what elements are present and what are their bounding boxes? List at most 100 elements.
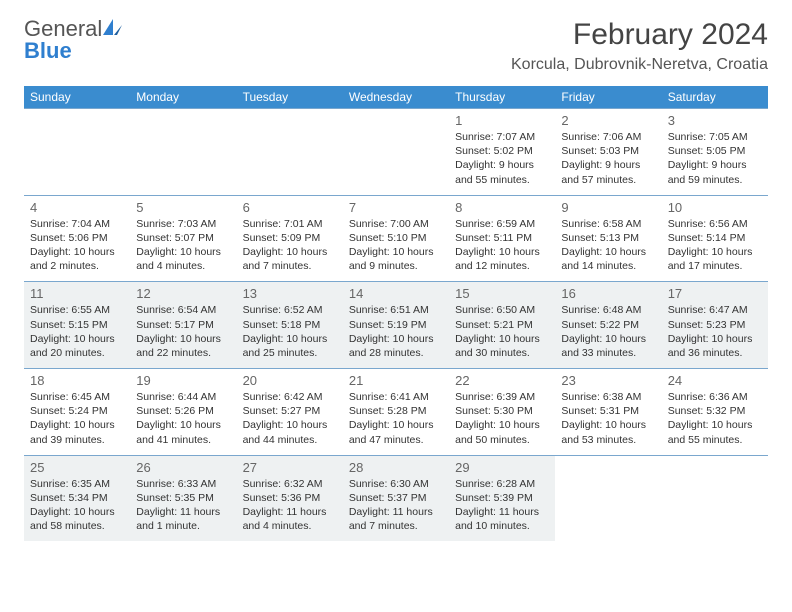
daylight-line: Daylight: 10 hours and 14 minutes. — [561, 245, 655, 273]
day-info: Sunrise: 6:45 AMSunset: 5:24 PMDaylight:… — [30, 390, 124, 447]
calendar-header: SundayMondayTuesdayWednesdayThursdayFrid… — [24, 86, 768, 109]
day-info: Sunrise: 6:56 AMSunset: 5:14 PMDaylight:… — [668, 217, 762, 274]
sunrise-line: Sunrise: 7:06 AM — [561, 130, 655, 144]
weekday-header: Friday — [555, 86, 661, 109]
daylight-line: Daylight: 10 hours and 20 minutes. — [30, 332, 124, 360]
sunset-line: Sunset: 5:21 PM — [455, 318, 549, 332]
calendar-day: 20Sunrise: 6:42 AMSunset: 5:27 PMDayligh… — [237, 369, 343, 456]
sunrise-line: Sunrise: 6:59 AM — [455, 217, 549, 231]
daylight-line: Daylight: 10 hours and 47 minutes. — [349, 418, 443, 446]
sail-icon — [102, 18, 124, 40]
calendar-day-empty — [24, 109, 130, 196]
sunrise-line: Sunrise: 6:28 AM — [455, 477, 549, 491]
calendar-day: 28 Sunrise: 6:30 AMSunset: 5:37 PMDayligh… — [343, 455, 449, 541]
calendar-week: 11 Sunrise: 6:55 AMSunset: 5:15 PMDayligh… — [24, 282, 768, 369]
day-number: 10 — [668, 200, 762, 215]
calendar-day: 12Sunrise: 6:54 AMSunset: 5:17 PMDayligh… — [130, 282, 236, 369]
calendar-day: 25Sunrise: 6:35 AMSunset: 5:34 PMDayligh… — [24, 455, 130, 541]
calendar-day: 1Sunrise: 7:07 AMSunset: 5:02 PMDaylight… — [449, 109, 555, 196]
daylight-line: Daylight: 10 hours and 33 minutes. — [561, 332, 655, 360]
logo: General Blue — [24, 18, 124, 62]
day-number: 9 — [561, 200, 655, 215]
calendar-day: 4Sunrise: 7:04 AMSunset: 5:06 PMDaylight… — [24, 195, 130, 282]
sunset-line: Sunset: 5:06 PM — [30, 231, 124, 245]
weekday-header: Sunday — [24, 86, 130, 109]
day-number: 22 — [455, 373, 549, 388]
calendar-day-empty — [555, 455, 661, 541]
sunrise-line: Sunrise: 6:30 AM — [349, 477, 443, 491]
day-info: Sunrise: 6:44 AMSunset: 5:26 PMDaylight:… — [136, 390, 230, 447]
daylight-line: Daylight: 9 hours and 57 minutes. — [561, 158, 655, 186]
day-number: 28 — [349, 460, 443, 475]
daylight-line: Daylight: 10 hours and 12 minutes. — [455, 245, 549, 273]
sunset-line: Sunset: 5:07 PM — [136, 231, 230, 245]
sunrise-line: Sunrise: 7:04 AM — [30, 217, 124, 231]
sunset-line: Sunset: 5:34 PM — [30, 491, 124, 505]
daylight-line: Daylight: 10 hours and 22 minutes. — [136, 332, 230, 360]
calendar-day-empty — [343, 109, 449, 196]
sunrise-line: Sunrise: 6:50 AM — [455, 303, 549, 317]
daylight-line: Daylight: 10 hours and 39 minutes. — [30, 418, 124, 446]
day-number: 12 — [136, 286, 230, 301]
sunrise-line: Sunrise: 6:54 AM — [136, 303, 230, 317]
day-number: 27 — [243, 460, 337, 475]
day-info: Sunrise: 6:47 AMSunset: 5:23 PMDaylight:… — [668, 303, 762, 360]
calendar-day: 7Sunrise: 7:00 AMSunset: 5:10 PMDaylight… — [343, 195, 449, 282]
sunset-line: Sunset: 5:14 PM — [668, 231, 762, 245]
logo-line2: Blue — [24, 38, 72, 63]
calendar-day: 17 Sunrise: 6:47 AMSunset: 5:23 PMDayligh… — [662, 282, 768, 369]
sunset-line: Sunset: 5:13 PM — [561, 231, 655, 245]
header: General Blue February 2024 Korcula, Dubr… — [24, 18, 768, 74]
calendar-day: 14Sunrise: 6:51 AMSunset: 5:19 PMDayligh… — [343, 282, 449, 369]
daylight-line: Daylight: 10 hours and 25 minutes. — [243, 332, 337, 360]
weekday-header: Wednesday — [343, 86, 449, 109]
sunrise-line: Sunrise: 6:36 AM — [668, 390, 762, 404]
daylight-line: Daylight: 10 hours and 36 minutes. — [668, 332, 762, 360]
calendar-day: 18 Sunrise: 6:45 AMSunset: 5:24 PMDayligh… — [24, 369, 130, 456]
sunrise-line: Sunrise: 6:35 AM — [30, 477, 124, 491]
sunrise-line: Sunrise: 6:52 AM — [243, 303, 337, 317]
calendar-week: 1Sunrise: 7:07 AMSunset: 5:02 PMDaylight… — [24, 109, 768, 196]
calendar-day: 15Sunrise: 6:50 AMSunset: 5:21 PMDayligh… — [449, 282, 555, 369]
title-block: February 2024 Korcula, Dubrovnik-Neretva… — [511, 18, 768, 74]
day-info: Sunrise: 6:28 AMSunset: 5:39 PMDaylight:… — [455, 477, 549, 534]
logo-text: General Blue — [24, 18, 124, 62]
day-info: Sunrise: 6:32 AMSunset: 5:36 PMDaylight:… — [243, 477, 337, 534]
calendar-day-empty — [237, 109, 343, 196]
sunset-line: Sunset: 5:02 PM — [455, 144, 549, 158]
calendar-day: 10 Sunrise: 6:56 AMSunset: 5:14 PMDayligh… — [662, 195, 768, 282]
day-number: 24 — [668, 373, 762, 388]
sunset-line: Sunset: 5:03 PM — [561, 144, 655, 158]
day-number: 19 — [136, 373, 230, 388]
sunrise-line: Sunrise: 6:38 AM — [561, 390, 655, 404]
calendar-week: 25Sunrise: 6:35 AMSunset: 5:34 PMDayligh… — [24, 455, 768, 541]
calendar-day: 29 Sunrise: 6:28 AMSunset: 5:39 PMDayligh… — [449, 455, 555, 541]
day-number: 11 — [30, 286, 124, 301]
daylight-line: Daylight: 9 hours and 55 minutes. — [455, 158, 549, 186]
day-number: 29 — [455, 460, 549, 475]
daylight-line: Daylight: 10 hours and 4 minutes. — [136, 245, 230, 273]
day-info: Sunrise: 7:03 AMSunset: 5:07 PMDaylight:… — [136, 217, 230, 274]
sunset-line: Sunset: 5:32 PM — [668, 404, 762, 418]
day-info: Sunrise: 6:55 AMSunset: 5:15 PMDaylight:… — [30, 303, 124, 360]
day-info: Sunrise: 6:41 AMSunset: 5:28 PMDaylight:… — [349, 390, 443, 447]
day-info: Sunrise: 6:36 AMSunset: 5:32 PMDaylight:… — [668, 390, 762, 447]
sunrise-line: Sunrise: 7:05 AM — [668, 130, 762, 144]
calendar-day: 6Sunrise: 7:01 AMSunset: 5:09 PMDaylight… — [237, 195, 343, 282]
day-number: 17 — [668, 286, 762, 301]
day-info: Sunrise: 6:30 AMSunset: 5:37 PMDaylight:… — [349, 477, 443, 534]
day-number: 7 — [349, 200, 443, 215]
day-number: 18 — [30, 373, 124, 388]
sunrise-line: Sunrise: 6:44 AM — [136, 390, 230, 404]
calendar-day: 21Sunrise: 6:41 AMSunset: 5:28 PMDayligh… — [343, 369, 449, 456]
sunrise-line: Sunrise: 6:42 AM — [243, 390, 337, 404]
sunset-line: Sunset: 5:18 PM — [243, 318, 337, 332]
day-info: Sunrise: 7:06 AMSunset: 5:03 PMDaylight:… — [561, 130, 655, 187]
weekday-header: Thursday — [449, 86, 555, 109]
daylight-line: Daylight: 10 hours and 53 minutes. — [561, 418, 655, 446]
day-info: Sunrise: 6:58 AMSunset: 5:13 PMDaylight:… — [561, 217, 655, 274]
sunrise-line: Sunrise: 6:39 AM — [455, 390, 549, 404]
day-info: Sunrise: 7:05 AMSunset: 5:05 PMDaylight:… — [668, 130, 762, 187]
day-number: 14 — [349, 286, 443, 301]
sunrise-line: Sunrise: 6:47 AM — [668, 303, 762, 317]
